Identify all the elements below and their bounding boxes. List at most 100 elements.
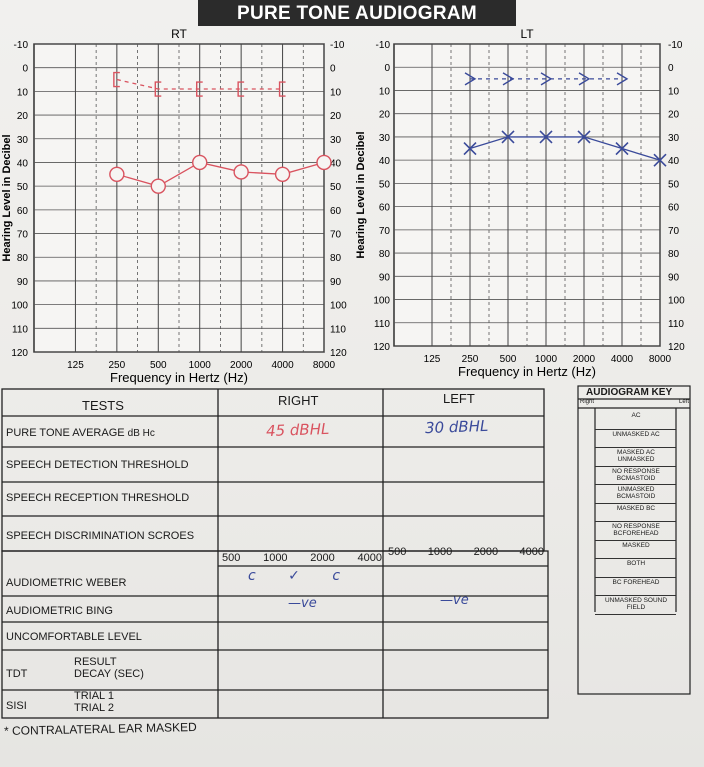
right-series-line: [116, 78, 283, 90]
left-ytick-right: 10: [668, 86, 680, 97]
right-ytick-left: 100: [11, 301, 28, 312]
left-ytick-right: 30: [668, 133, 680, 144]
right-ytick-right: 50: [330, 182, 342, 193]
left-xtick: 1000: [535, 354, 558, 365]
left-ytick-left: 10: [379, 86, 391, 97]
right-ytick-left: 0: [22, 64, 28, 75]
page-title: PURE TONE AUDIOGRAM: [198, 0, 516, 26]
tests-table: [1, 388, 549, 719]
right-point-circle: [274, 166, 291, 183]
left-xlabel: Frequency in Hertz (Hz): [458, 364, 596, 379]
right-point-circle: [109, 166, 125, 183]
left-ytick-left: 90: [379, 272, 391, 283]
left-point-x: [501, 130, 515, 144]
right-ytick-left: 20: [17, 111, 29, 122]
left-xtick: 4000: [611, 354, 634, 365]
right-xtick: 8000: [313, 360, 336, 371]
right-ytick-right: 100: [330, 301, 347, 312]
left-ear-label: LT: [520, 27, 534, 41]
right-ytick-right: 90: [330, 277, 342, 288]
right-xtick: 125: [67, 360, 84, 371]
left-xtick: 500: [500, 354, 517, 365]
left-ytick-left: 60: [379, 203, 391, 214]
left-ytick-right: 120: [668, 342, 685, 353]
right-ytick-right: 0: [330, 64, 336, 75]
left-ytick-right: 100: [668, 296, 685, 307]
right-ear-label: RT: [171, 27, 187, 41]
left-ytick-left: 50: [379, 179, 391, 190]
left-ytick-right: 50: [668, 179, 680, 190]
left-point-x: [463, 141, 477, 156]
right-point-circle: [233, 164, 249, 180]
left-ytick-right: 80: [668, 249, 680, 260]
right-ytick-left: 120: [11, 348, 28, 359]
audiogram-key: [577, 385, 691, 695]
left-ear-audiogram: -10 -10 0 0 10 10 20 20 30 30 40 40 50 50 60 60 70 70 80 80…: [355, 27, 685, 379]
left-xtick: 8000: [649, 354, 672, 365]
right-ytick-left: 110: [12, 324, 28, 335]
left-ytick-left: 70: [379, 226, 391, 237]
right-ytick-left: 60: [17, 206, 29, 217]
left-ytick-left: 110: [374, 319, 390, 330]
left-ytick-left: 20: [379, 110, 391, 121]
left-point-caret: [464, 72, 477, 86]
left-point-caret: [616, 72, 629, 86]
right-plot-frame: [33, 43, 325, 353]
left-point-caret: [578, 72, 591, 86]
left-ytick-left: 40: [379, 156, 391, 167]
left-ytick-right: -10: [668, 40, 683, 51]
right-xtick: 500: [150, 360, 167, 371]
right-xtick: 250: [109, 360, 126, 371]
left-ytick-right: 40: [668, 156, 680, 167]
right-point-bracket: [278, 81, 286, 97]
right-ytick-left: 90: [17, 277, 29, 288]
right-xtick: 4000: [271, 360, 294, 371]
left-point-x: [653, 153, 667, 167]
left-series-line: [469, 136, 661, 161]
right-point-bracket: [113, 71, 120, 88]
left-point-x: [539, 130, 553, 144]
left-ylabel: Hearing Level in Decibel: [355, 131, 367, 258]
right-ytick-right: 30: [330, 135, 342, 146]
right-ytick-right: 110: [330, 324, 346, 335]
left-ytick-left: 30: [379, 133, 391, 144]
left-point-x: [577, 130, 591, 144]
right-ytick-left: 30: [17, 135, 29, 146]
left-ytick-left: -10: [376, 40, 391, 51]
right-point-circle: [192, 154, 208, 171]
left-ytick-right: 70: [668, 226, 680, 237]
left-ytick-right: 60: [668, 203, 680, 214]
right-point-circle: [316, 154, 332, 171]
right-xtick: 1000: [189, 360, 212, 371]
left-ytick-right: 20: [668, 110, 680, 121]
right-ytick-right: 120: [330, 348, 347, 359]
left-ytick-right: 90: [668, 272, 680, 283]
right-point-bracket: [237, 81, 245, 97]
right-point-circle: [150, 178, 166, 194]
right-xlabel: Frequency in Hertz (Hz): [110, 370, 248, 385]
right-ytick-left: 10: [17, 87, 29, 98]
left-point-caret: [502, 72, 515, 86]
left-xtick: 2000: [573, 354, 596, 365]
right-ytick-right: 20: [330, 111, 342, 122]
right-xtick: 2000: [230, 360, 253, 371]
right-ytick-right: 10: [330, 87, 342, 98]
right-ytick-left: 40: [17, 158, 29, 169]
left-ytick-right: 0: [668, 63, 674, 74]
left-xtick: 250: [462, 354, 479, 365]
right-ytick-right: -10: [330, 40, 345, 51]
right-ytick-right: 80: [330, 253, 342, 264]
right-ytick-left: -10: [14, 40, 29, 51]
right-ytick-right: 70: [330, 230, 342, 241]
right-ytick-right: 60: [330, 206, 342, 217]
right-ear-audiogram: -10 -10 0 0 10 10 20 20 30 30 40 40 50 50 60 60 70 70 80 80…: [1, 27, 347, 385]
left-point-caret: [540, 72, 553, 86]
right-ytick-left: 50: [17, 182, 29, 193]
left-ytick-left: 80: [379, 249, 391, 260]
right-point-bracket: [196, 81, 203, 97]
right-ylabel: Hearing Level in Decibel: [1, 134, 13, 261]
right-ytick-left: 70: [17, 230, 29, 241]
left-ytick-left: 0: [384, 63, 390, 74]
